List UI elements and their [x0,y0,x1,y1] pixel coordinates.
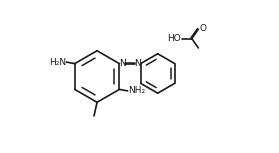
Text: NH₂: NH₂ [128,86,145,95]
Text: N: N [119,59,126,68]
Text: HO: HO [167,34,181,43]
Text: N: N [134,59,141,68]
Text: H₂N: H₂N [49,58,66,67]
Text: O: O [200,24,207,33]
